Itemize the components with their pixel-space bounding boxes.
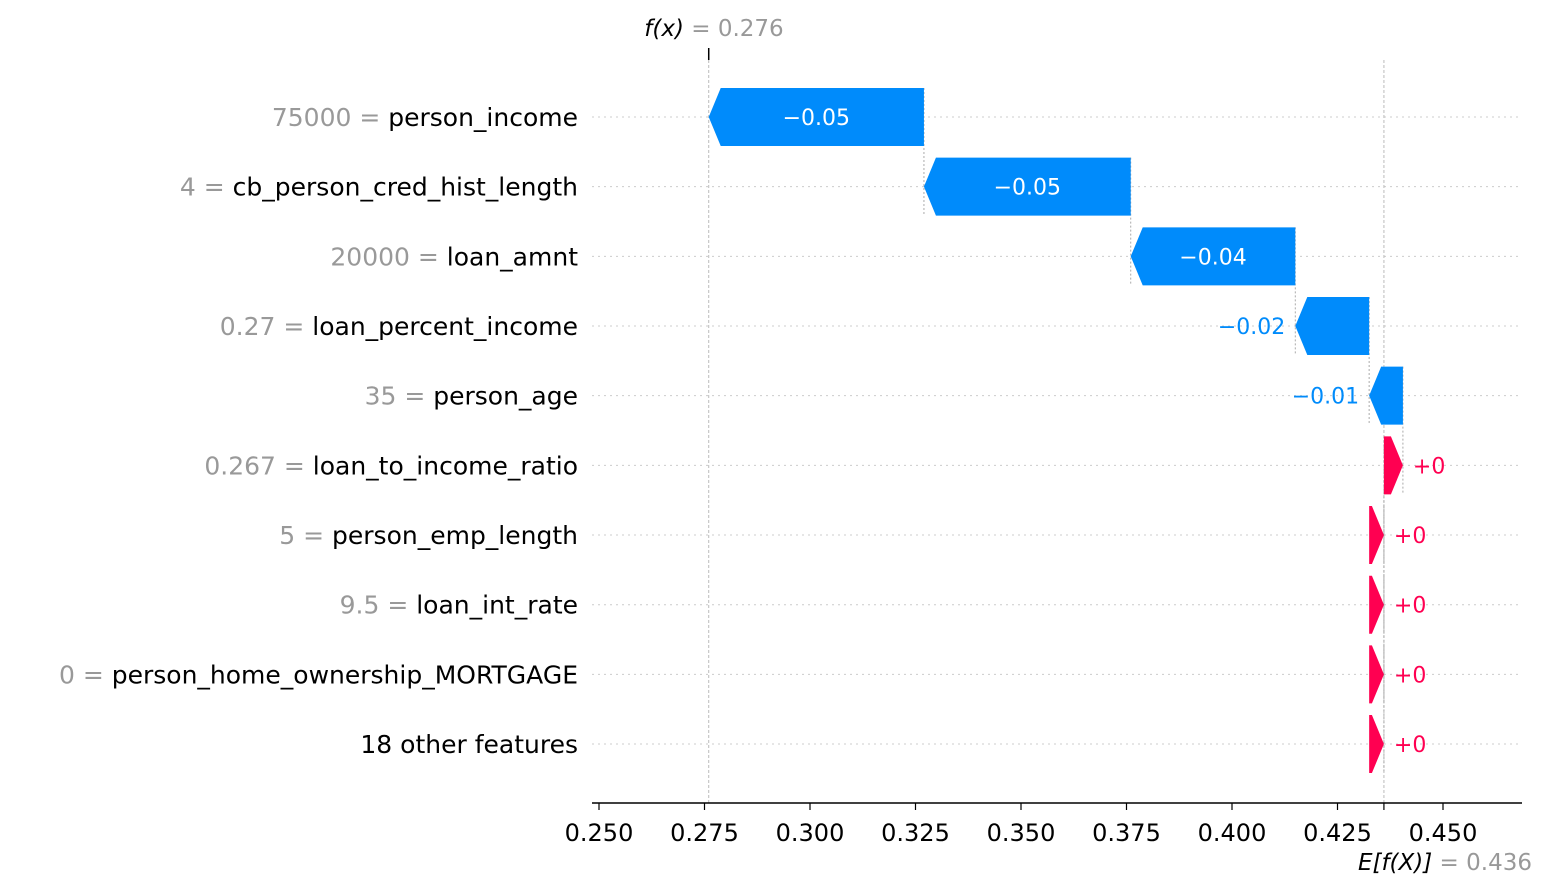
feature-label: 0.27 = loan_percent_income bbox=[220, 312, 578, 341]
bar-value-label: −0.05 bbox=[994, 176, 1061, 201]
feature-name: person_home_ownership_MORTGAGE bbox=[112, 660, 578, 689]
contribution-bars bbox=[708, 88, 1403, 774]
bar-value-label: +0 bbox=[1394, 524, 1426, 549]
bar-person_emp_length bbox=[1369, 506, 1384, 565]
bar-loan_amnt bbox=[1130, 227, 1296, 286]
x-tick-label: 0.450 bbox=[1409, 819, 1478, 847]
x-tick-label: 0.250 bbox=[565, 819, 634, 847]
feature-name: person_age bbox=[433, 382, 578, 411]
bar-18-other-features bbox=[1369, 715, 1384, 774]
feature-name: loan_percent_income bbox=[312, 312, 578, 341]
feature-name: person_income bbox=[388, 103, 578, 132]
feature-name: loan_int_rate bbox=[416, 591, 578, 620]
bar-loan_to_income_ratio bbox=[1383, 436, 1403, 495]
fx-symbol: f(x) bbox=[644, 16, 684, 42]
feature-name: loan_amnt bbox=[447, 242, 578, 271]
feature-value: 35 = bbox=[365, 382, 434, 411]
bar-value-label: +0 bbox=[1394, 594, 1426, 619]
feature-value: 4 = bbox=[180, 173, 233, 202]
feature-label: 20000 = loan_amnt bbox=[330, 242, 578, 271]
bar-value-label: −0.05 bbox=[783, 106, 850, 131]
bar-person_income bbox=[708, 88, 924, 146]
bar-loan_int_rate bbox=[1369, 575, 1384, 634]
efx-symbol: E[f(X)] bbox=[1358, 850, 1432, 876]
bar-value-label: −0.04 bbox=[1179, 245, 1246, 270]
feature-label: 75000 = person_income bbox=[272, 103, 578, 132]
feature-value: 5 = bbox=[279, 521, 332, 550]
feature-label: 4 = cb_person_cred_hist_length bbox=[180, 173, 578, 202]
x-tick-label: 0.375 bbox=[1092, 819, 1161, 847]
feature-name: person_emp_length bbox=[332, 521, 578, 550]
bar-value-label: +0 bbox=[1394, 663, 1426, 688]
feature-labels: −0.05 75000 = person_income −0.05 4 = cb_pe… bbox=[59, 103, 1445, 759]
x-tick-label: 0.425 bbox=[1303, 819, 1372, 847]
feature-label: 0 = person_home_ownership_MORTGAGE bbox=[59, 660, 578, 689]
feature-name: cb_person_cred_hist_length bbox=[233, 173, 578, 202]
feature-label: 5 = person_emp_length bbox=[279, 521, 578, 550]
bar-value-label: −0.01 bbox=[1292, 385, 1359, 410]
bar-value-label: +0 bbox=[1394, 733, 1426, 758]
efx-label: E[f(X)] = 0.436 bbox=[1358, 850, 1532, 876]
bar-value-label: +0 bbox=[1413, 454, 1445, 479]
bar-person_home_ownership_MORTGAGE bbox=[1369, 645, 1384, 704]
feature-value: 0 = bbox=[59, 660, 112, 689]
bar-person_age bbox=[1369, 366, 1403, 425]
bar-cb_person_cred_hist_length bbox=[923, 157, 1131, 216]
efx-value: 0.436 bbox=[1466, 850, 1532, 876]
feature-label: 0.267 = loan_to_income_ratio bbox=[204, 451, 578, 480]
x-axis: 0.250 0.275 0.300 0.325 0.350 0.375 0.400 0.425… bbox=[565, 802, 1522, 847]
feature-value: 0.27 = bbox=[220, 312, 313, 341]
bar-value-label: −0.02 bbox=[1218, 315, 1285, 340]
fx-label: f(x) = 0.276 bbox=[644, 16, 783, 42]
feature-label: 9.5 = loan_int_rate bbox=[340, 591, 578, 620]
feature-label: 18 other features bbox=[360, 730, 578, 759]
bar-loan_percent_income bbox=[1295, 297, 1370, 356]
feature-name: 18 other features bbox=[360, 730, 578, 759]
x-tick-label: 0.325 bbox=[881, 819, 950, 847]
x-tick-label: 0.350 bbox=[987, 819, 1056, 847]
fx-value: 0.276 bbox=[718, 16, 784, 42]
feature-value: 9.5 = bbox=[340, 591, 417, 620]
x-tick-label: 0.275 bbox=[670, 819, 739, 847]
feature-value: 75000 = bbox=[272, 103, 388, 132]
x-tick-label: 0.300 bbox=[776, 819, 845, 847]
feature-value: 0.267 = bbox=[204, 451, 312, 480]
feature-value: 20000 = bbox=[330, 242, 446, 271]
x-tick-label: 0.400 bbox=[1198, 819, 1267, 847]
feature-name: loan_to_income_ratio bbox=[313, 451, 578, 480]
feature-label: 35 = person_age bbox=[365, 382, 578, 411]
